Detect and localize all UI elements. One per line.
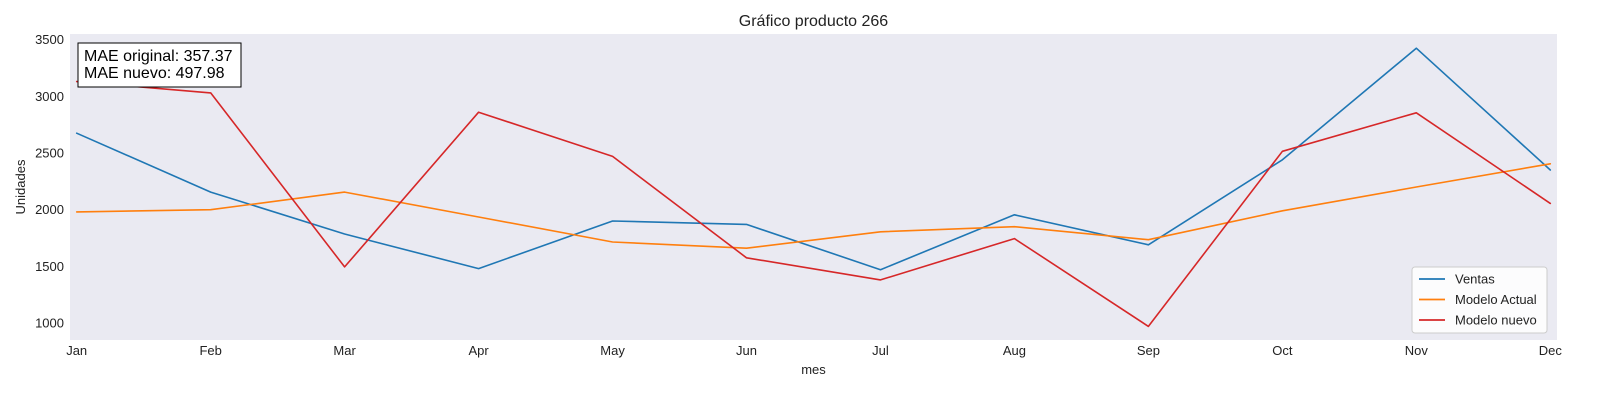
plot-area: [70, 34, 1557, 340]
x-tick-label: Dec: [1539, 343, 1563, 358]
x-tick-label: Aug: [1003, 343, 1026, 358]
x-axis-ticks: Jan Feb Mar Apr May Jun Jul Aug Sep Oct Nov Dec: [66, 343, 1562, 358]
x-tick-label: Nov: [1405, 343, 1429, 358]
series-lines: [75, 47, 1552, 328]
x-tick-label: Jun: [736, 343, 757, 358]
y-tick-label: 1500: [35, 259, 64, 274]
annotation-box: [77, 42, 242, 88]
x-tick-label: Apr: [468, 343, 489, 358]
chart-title: Gráfico producto 266: [739, 13, 889, 30]
series-line: [75, 163, 1552, 249]
legend-label: Modelo nuevo: [1455, 313, 1537, 328]
x-tick-label: Sep: [1137, 343, 1160, 358]
x-tick-label: May: [600, 343, 625, 358]
x-axis-label: mes: [801, 362, 826, 377]
series-line: [75, 47, 1552, 271]
y-axis-label: Unidades: [13, 159, 28, 214]
x-tick-label: Mar: [333, 343, 356, 358]
y-tick-label: 1000: [35, 316, 64, 331]
y-tick-label: 3500: [35, 32, 64, 47]
x-tick-label: Oct: [1272, 343, 1293, 358]
legend: Ventas Modelo Actual Modelo nuevo: [1411, 266, 1548, 334]
x-tick-label: Jan: [66, 343, 87, 358]
legend-label: Ventas: [1455, 272, 1495, 287]
annotation-line: MAE original: 357.37: [84, 48, 233, 65]
legend-label: Modelo Actual: [1455, 292, 1537, 307]
series-line: [75, 80, 1552, 328]
y-tick-label: 3000: [35, 89, 64, 104]
x-tick-label: Jul: [872, 343, 889, 358]
y-tick-label: 2500: [35, 146, 64, 161]
x-tick-label: Feb: [199, 343, 221, 358]
annotation-line: MAE nuevo: 497.98: [84, 65, 225, 82]
legend-box: [1411, 266, 1548, 334]
y-tick-label: 2000: [35, 202, 64, 217]
y-axis-ticks: 1000 1500 2000 2500 3000 3500: [35, 32, 64, 330]
